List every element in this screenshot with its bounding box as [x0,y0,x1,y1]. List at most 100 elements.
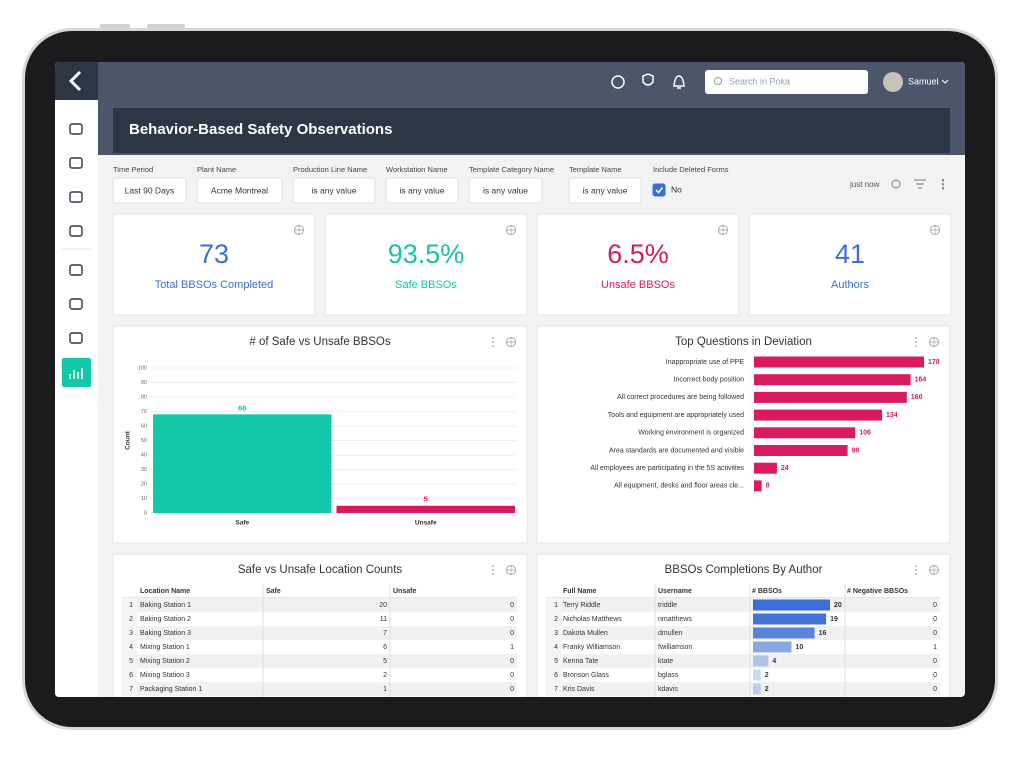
cell-value: 0 [933,686,937,693]
scan-icon[interactable] [611,75,625,89]
y-tick-label: 90 [141,380,147,386]
filter-label: Workstation Name [386,165,448,174]
sidebar-icon[interactable] [69,157,83,169]
back-button[interactable] [55,62,98,100]
search-box[interactable] [705,70,868,94]
avatar[interactable] [883,72,903,92]
refresh-icon[interactable] [891,179,901,189]
filter-box[interactable] [468,177,543,204]
cell-value: 2 [383,672,387,679]
y-axis-label: Count [125,430,132,450]
globe-icon-line [930,225,940,235]
y-tick-label: 40 [141,452,147,458]
cell-text: kdavis [658,686,678,693]
bar [754,462,777,474]
cell-text: fwilliamson [658,644,692,651]
filter-label: Include Deleted Forms [653,165,729,174]
refresh-status: just now [849,180,880,189]
bar [754,445,848,456]
table-title: BBSOs Completions By Author [665,564,823,576]
filter-box[interactable] [112,177,187,204]
table-title: Safe vs Unsafe Location Counts [238,564,403,576]
category-label: All equipment, desks and floor areas cle… [614,483,744,490]
table-row [546,682,940,696]
filter-label: Time Period [113,165,153,174]
row-number: 3 [554,630,558,637]
filter-label: Plant Name [197,165,236,174]
kpi-label: Total BBSOs Completed [155,279,274,291]
cell-bar [753,599,830,611]
cell-value: 7 [383,630,387,637]
bar-value-label: 134 [886,412,898,419]
cell-value: 2 [765,672,769,679]
sidebar-icon[interactable] [69,298,83,310]
sidebar-icon[interactable] [69,191,83,203]
bar [754,374,911,386]
user-name[interactable]: Samuel [908,76,939,86]
cell-text: Terry Riddle [563,602,600,609]
kpi-value: 41 [835,239,865,269]
y-tick-label: 30 [141,467,147,473]
row-number: 5 [129,658,133,665]
row-number-cell [546,640,562,654]
row-number-cell [546,682,562,696]
filter-checkbox[interactable] [652,183,666,197]
card [112,213,316,316]
cell-text: dmullen [658,630,683,637]
cell-text: Kris Davis [563,686,595,693]
cell-bar [753,669,761,681]
cell-text: Baking Station 2 [140,616,191,623]
sidebar-icon[interactable] [69,264,83,276]
filter-box[interactable] [385,177,459,204]
globe-icon-line [506,225,516,235]
row-number-cell [122,612,137,626]
cell-value: 4 [772,658,776,665]
cell-value: 0 [510,602,514,609]
bar-value-label: 106 [859,430,871,437]
bar [754,480,762,492]
cell-text: Nicholas Matthews [563,616,622,623]
chart-title: Top Questions in Deviation [675,336,812,348]
bar-value-label: 68 [238,403,246,412]
cell-value: 0 [510,630,514,637]
cell-value: 0 [933,658,937,665]
filter-value: is any value [400,185,445,195]
back-icon [68,70,82,92]
bar-value-label: 8 [766,483,770,490]
check-mark [655,187,664,194]
category-label: Tools and equipment are appropriately us… [608,412,744,419]
cell-value: 1 [510,644,514,651]
globe-icon-line [929,337,939,347]
sidebar-icon[interactable] [69,332,83,344]
filter-box[interactable] [568,177,642,204]
filter-value: No [671,184,682,194]
bar-value-label: 24 [781,465,789,472]
globe-icon-line [718,225,728,235]
filter-box[interactable] [196,177,283,204]
cell-value: 5 [383,658,387,665]
row-number: 6 [554,672,558,679]
cell-text: Mixing Station 1 [140,644,190,651]
sidebar-icon[interactable] [69,123,83,135]
row-number-cell [122,682,137,696]
chart-title: # of Safe vs Unsafe BBSOs [249,336,391,348]
bar-value-label: 178 [928,359,940,366]
sidebar-icon[interactable] [69,225,83,237]
globe-icon-line [294,225,304,235]
row-number-cell [546,626,562,640]
safety-icon[interactable] [642,73,654,86]
row-number: 2 [554,616,558,623]
cell-text: Kenna Tate [563,658,598,665]
filter-icon[interactable] [914,179,926,189]
notification-icon[interactable] [673,75,685,89]
bar [754,391,907,403]
user-menu-caret [941,79,949,84]
sidebar-active[interactable] [62,358,91,387]
cell-text: Dakota Mullen [563,630,608,637]
filter-box[interactable] [292,177,376,204]
row-number-cell [546,598,562,612]
cell-value: 16 [819,630,827,637]
cell-value: 1 [933,644,937,651]
cell-text: bglass [658,672,679,679]
row-number: 4 [554,644,558,651]
